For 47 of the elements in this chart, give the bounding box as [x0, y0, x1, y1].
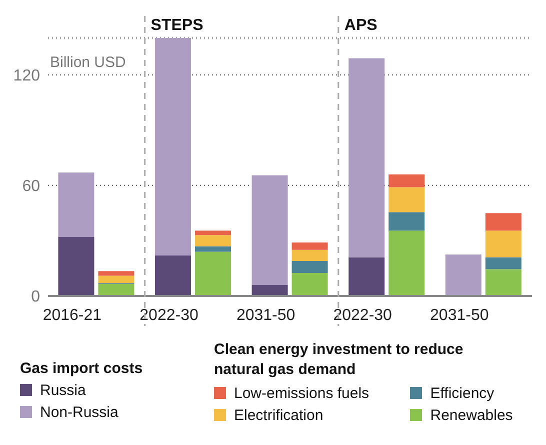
bar — [292, 242, 328, 250]
bar — [252, 175, 288, 285]
legend-label: Non-Russia — [39, 402, 120, 422]
bar — [388, 187, 425, 212]
text: Clean energy investment to reduce natural gas demand — [214, 340, 464, 380]
bar — [485, 230, 522, 258]
x-tick-label: 2031-50 — [236, 307, 296, 324]
bar — [388, 230, 425, 296]
bar — [292, 250, 328, 261]
bar — [445, 254, 482, 296]
legend-label: Russia — [39, 380, 87, 400]
bar — [388, 174, 425, 188]
bar — [58, 237, 94, 296]
bar — [195, 235, 231, 246]
bar — [155, 38, 191, 256]
bar — [58, 172, 94, 238]
bar — [348, 257, 385, 296]
bar — [485, 269, 522, 296]
text: STEPS — [150, 17, 204, 34]
bar — [155, 255, 191, 296]
legend-label: Electrification — [233, 406, 324, 426]
bar — [98, 276, 134, 284]
bar — [292, 260, 328, 273]
x-tick-label: 2022-30 — [140, 307, 198, 324]
x-tick-label: 2022-30 — [333, 307, 392, 324]
bar — [195, 246, 231, 252]
y-tick-label: 60 — [22, 178, 40, 196]
bar — [98, 271, 134, 276]
bar — [252, 284, 288, 296]
x-tick-label: 2016-21 — [42, 307, 102, 324]
text: APS — [344, 17, 378, 34]
y-axis-title: Billion USD — [50, 54, 126, 71]
bar — [98, 284, 134, 296]
legend-label: Low-emissions fuels — [233, 384, 370, 404]
bar — [348, 58, 385, 258]
bar — [485, 257, 522, 270]
legend-label: Efficiency — [429, 384, 496, 404]
bar — [195, 252, 231, 296]
legend-title: Gas import costs — [20, 360, 144, 377]
y-tick-label: 120 — [13, 68, 40, 85]
x-tick-label: 2031-50 — [430, 307, 489, 324]
bar — [388, 212, 425, 231]
bar — [485, 213, 522, 231]
bar — [195, 230, 231, 236]
legend-label: Renewables — [429, 406, 514, 426]
y-tick-label: 0 — [31, 288, 40, 306]
bar — [292, 272, 328, 296]
